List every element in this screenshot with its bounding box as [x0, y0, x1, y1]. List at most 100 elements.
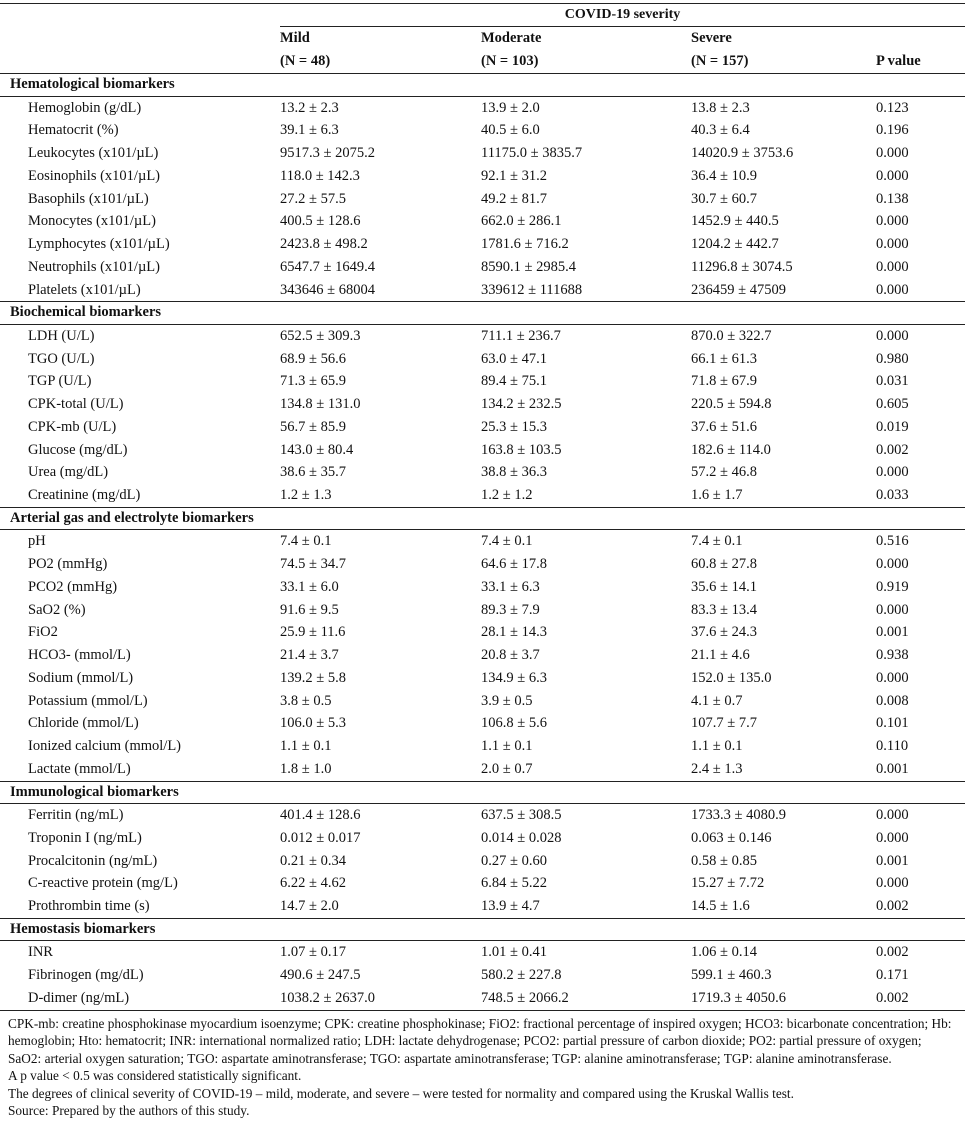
- cell-severe: 83.3 ± 13.4: [691, 601, 757, 618]
- table-row: Procalcitonin (ng/mL) 0.21 ± 0.34 0.27 ± 0…: [0, 850, 965, 873]
- section-title: Arterial gas and electrolyte biomarkers: [0, 506, 965, 531]
- header-spacer: [0, 4, 280, 27]
- column-n-row: (N = 48) (N = 103) (N = 157) P value: [0, 50, 965, 74]
- table-row: TGO (U/L) 68.9 ± 56.6 63.0 ± 47.1 66.1 ± 61…: [0, 348, 965, 371]
- cell-p-value: 0.000: [876, 213, 909, 230]
- row-label: CPK-mb (U/L): [28, 418, 117, 435]
- cell-severe: 1.6 ± 1.7: [691, 487, 743, 503]
- row-label: SaO2 (%): [28, 601, 86, 618]
- cell-moderate: 38.8 ± 36.3: [481, 464, 547, 481]
- cell-p-value: 0.171: [876, 967, 909, 983]
- cell-p-value: 0.000: [876, 167, 909, 184]
- table-row: Basophils (x101/µL) 27.2 ± 57.5 49.2 ± 81.…: [0, 188, 965, 211]
- cell-severe: 37.6 ± 51.6: [691, 418, 757, 435]
- col-header-severe: Severe: [691, 30, 732, 46]
- cell-p-value: 0.123: [876, 99, 909, 116]
- row-label: Creatinine (mg/dL): [28, 487, 141, 503]
- row-label: Potassium (mmol/L): [28, 692, 148, 709]
- cell-moderate: 748.5 ± 2066.2: [481, 986, 691, 1011]
- severity-header: COVID-19 severity: [280, 4, 965, 27]
- row-label: pH: [28, 533, 46, 550]
- row-label: PO2 (mmHg): [28, 556, 108, 572]
- cell-severe: 1719.3 ± 4050.6: [691, 986, 876, 1011]
- table-row: Urea (mg/dL) 38.6 ± 35.7 38.8 ± 36.3 57.2 ±…: [0, 461, 965, 484]
- cell-p-value: 0.002: [876, 944, 909, 961]
- table-row: PO2 (mmHg) 74.5 ± 34.7 64.6 ± 17.8 60.8 ± 2…: [0, 553, 965, 576]
- cell-p-value: 0.000: [876, 236, 909, 252]
- table-row: SaO2 (%) 91.6 ± 9.5 89.3 ± 7.9 83.3 ± 13.4 0…: [0, 599, 965, 622]
- cell-mild: 490.6 ± 247.5: [280, 967, 361, 983]
- cell-severe: 1.1 ± 0.1: [691, 738, 743, 754]
- cell-severe: 14.5 ± 1.6: [691, 898, 750, 914]
- row-label: Urea (mg/dL): [28, 464, 109, 481]
- section-header-row: Hemostasis biomarkers: [0, 917, 965, 942]
- cell-moderate: 7.4 ± 0.1: [481, 533, 533, 550]
- cell-mild: 143.0 ± 80.4: [280, 441, 354, 458]
- cell-p-value: 0.008: [876, 692, 909, 709]
- cell-mild: 139.2 ± 5.8: [280, 669, 346, 686]
- cell-mild: 2423.8 ± 498.2: [280, 236, 368, 252]
- cell-mild: 1.07 ± 0.17: [280, 944, 346, 961]
- cell-p-value: 0.031: [876, 373, 909, 390]
- cell-moderate: 8590.1 ± 2985.4: [481, 258, 576, 275]
- section-header-row: Immunological biomarkers: [0, 780, 965, 804]
- col-n-moderate: (N = 103): [481, 53, 539, 69]
- cell-p-value: 0.000: [876, 327, 909, 344]
- table-row: Leukocytes (x101/µL) 9517.3 ± 2075.2 11175…: [0, 142, 965, 165]
- table-body: Hematological biomarkers Hemoglobin (g/dL…: [0, 73, 965, 1011]
- cell-p-value: 0.001: [876, 624, 909, 641]
- row-label: Platelets (x101/µL): [28, 281, 141, 298]
- table-row: INR 1.07 ± 0.17 1.01 ± 0.41 1.06 ± 0.14 0.00…: [0, 941, 965, 964]
- cell-moderate: 163.8 ± 103.5: [481, 441, 562, 458]
- row-label: Chloride (mmol/L): [28, 715, 139, 732]
- header-spacer: [0, 27, 280, 51]
- cell-p-value: 0.001: [876, 760, 909, 777]
- cell-mild: 7.4 ± 0.1: [280, 533, 332, 550]
- cell-severe: 236459 ± 47509: [691, 281, 786, 298]
- table-row: Hematocrit (%) 39.1 ± 6.3 40.5 ± 6.0 40.3 ±…: [0, 119, 965, 142]
- section-header-row: Hematological biomarkers: [0, 73, 965, 97]
- cell-severe: 4.1 ± 0.7: [691, 692, 743, 709]
- cell-moderate: 2.0 ± 0.7: [481, 760, 533, 777]
- cell-severe: 1204.2 ± 442.7: [691, 236, 779, 252]
- cell-mild: 71.3 ± 65.9: [280, 373, 346, 390]
- cell-mild: 74.5 ± 34.7: [280, 556, 346, 572]
- significance-note: A p value < 0.5 was considered statistic…: [8, 1068, 302, 1083]
- row-label: Neutrophils (x101/µL): [28, 258, 160, 275]
- cell-severe: 599.1 ± 460.3: [691, 967, 772, 983]
- row-label: CPK-total (U/L): [28, 396, 124, 412]
- cell-mild: 6547.7 ± 1649.4: [280, 258, 375, 275]
- cell-moderate: 0.014 ± 0.028: [481, 829, 562, 846]
- table-row: Fibrinogen (mg/dL) 490.6 ± 247.5 580.2 ± 2…: [0, 964, 965, 987]
- cell-severe: 107.7 ± 7.7: [691, 715, 757, 732]
- biomarker-table: COVID-19 severity Mild Moderate Severe (…: [0, 4, 965, 1011]
- table-row: Creatinine (mg/dL) 1.2 ± 1.3 1.2 ± 1.2 1.6 …: [0, 484, 965, 507]
- cell-mild: 13.2 ± 2.3: [280, 99, 339, 116]
- row-label: Leukocytes (x101/µL): [28, 145, 159, 161]
- cell-moderate: 28.1 ± 14.3: [481, 624, 547, 641]
- cell-moderate: 106.8 ± 5.6: [481, 715, 547, 732]
- cell-moderate: 134.9 ± 6.3: [481, 669, 547, 686]
- table-row: CPK-total (U/L) 134.8 ± 131.0 134.2 ± 232.…: [0, 393, 965, 416]
- table-row: FiO2 25.9 ± 11.6 28.1 ± 14.3 37.6 ± 24.3 0.0…: [0, 621, 965, 644]
- row-label: Fibrinogen (mg/dL): [28, 967, 144, 983]
- table-row: Chloride (mmol/L) 106.0 ± 5.3 106.8 ± 5.6 1…: [0, 712, 965, 735]
- cell-mild: 25.9 ± 11.6: [280, 624, 346, 641]
- cell-mild: 33.1 ± 6.0: [280, 578, 339, 595]
- cell-p-value: 0.002: [876, 986, 965, 1011]
- row-label: Glucose (mg/dL): [28, 441, 128, 458]
- cell-moderate: 134.2 ± 232.5: [481, 396, 562, 412]
- cell-moderate: 6.84 ± 5.22: [481, 875, 547, 892]
- cell-moderate: 339612 ± 111688: [481, 281, 583, 298]
- cell-p-value: 0.000: [876, 145, 909, 161]
- table-row: LDH (U/L) 652.5 ± 309.3 711.1 ± 236.7 870.0…: [0, 324, 965, 347]
- row-label: Hemoglobin (g/dL): [28, 99, 142, 116]
- row-label: FiO2: [28, 624, 58, 641]
- table-row: Glucose (mg/dL) 143.0 ± 80.4 163.8 ± 103.5…: [0, 439, 965, 462]
- cell-mild: 1.1 ± 0.1: [280, 738, 332, 754]
- table-row: Ferritin (ng/mL) 401.4 ± 128.6 637.5 ± 308…: [0, 804, 965, 827]
- table-row: Sodium (mmol/L) 139.2 ± 5.8 134.9 ± 6.3 152…: [0, 667, 965, 690]
- cell-p-value: 0.516: [876, 533, 909, 550]
- cell-severe: 35.6 ± 14.1: [691, 578, 757, 595]
- row-label: Prothrombin time (s): [28, 898, 150, 914]
